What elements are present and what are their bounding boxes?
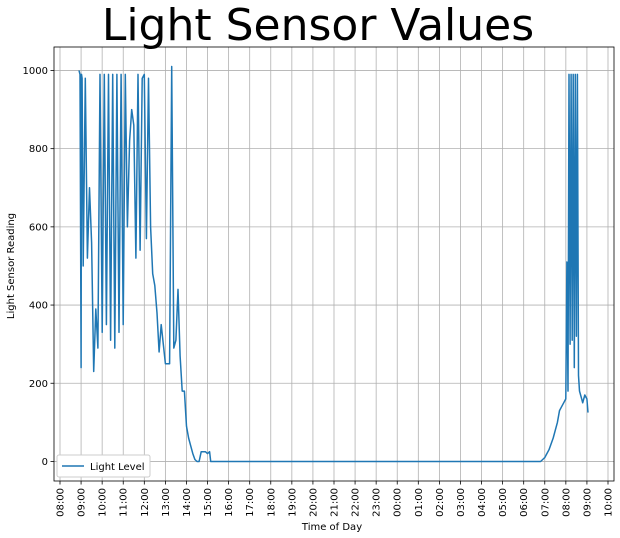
legend-label: Light Level: [90, 462, 145, 473]
x-tick-label: 06:00: [519, 488, 530, 517]
x-tick-label: 10:00: [98, 488, 109, 517]
x-tick-label: 15:00: [203, 488, 214, 517]
x-tick-label: 02:00: [435, 488, 446, 517]
y-tick-label: 200: [29, 379, 48, 390]
x-tick-label: 00:00: [393, 488, 404, 517]
series-line-light-level: [78, 65, 589, 463]
x-tick-label: 08:00: [561, 488, 572, 517]
x-tick-label: 05:00: [498, 488, 509, 517]
x-axis-ticks: 08:00 09:00 10:00 11:00 12:00 13:00 14:00 15:00…: [56, 481, 615, 517]
x-tick-label: 07:00: [540, 488, 551, 517]
x-tick-label: 16:00: [224, 488, 235, 517]
x-tick-label: 09:00: [77, 488, 88, 517]
y-tick-label: 0: [42, 457, 48, 468]
x-tick-label: 17:00: [245, 488, 256, 517]
y-tick-label: 400: [29, 301, 48, 312]
chart-title: Light Sensor Values: [102, 0, 534, 51]
x-tick-label: 18:00: [266, 488, 277, 517]
x-tick-label: 08:00: [56, 488, 67, 517]
y-tick-label: 1000: [23, 66, 48, 77]
y-tick-label: 800: [29, 144, 48, 155]
x-tick-label: 21:00: [330, 488, 341, 517]
grid: [54, 47, 614, 481]
x-tick-label: 11:00: [119, 488, 130, 517]
legend: Light Level: [56, 454, 151, 478]
x-tick-label: 10:00: [604, 488, 615, 517]
x-tick-label: 09:00: [582, 488, 593, 517]
x-tick-label: 04:00: [477, 488, 488, 517]
y-axis-ticks: 0 200 400 600 800 1000: [23, 66, 54, 468]
x-tick-label: 23:00: [372, 488, 383, 517]
plot-frame: [53, 46, 615, 482]
legend-box: [56, 454, 151, 478]
x-tick-label: 12:00: [140, 488, 151, 517]
x-tick-label: 14:00: [182, 488, 193, 517]
y-tick-label: 600: [29, 222, 48, 233]
plot-area: [78, 65, 589, 463]
x-axis-label: Time of Day: [301, 522, 362, 533]
x-tick-label: 03:00: [456, 488, 467, 517]
x-tick-label: 22:00: [351, 488, 362, 517]
x-tick-label: 13:00: [161, 488, 172, 517]
x-tick-label: 01:00: [414, 488, 425, 517]
x-tick-label: 20:00: [308, 488, 319, 517]
x-tick-label: 19:00: [287, 488, 298, 517]
y-axis-label: Light Sensor Reading: [6, 213, 17, 319]
